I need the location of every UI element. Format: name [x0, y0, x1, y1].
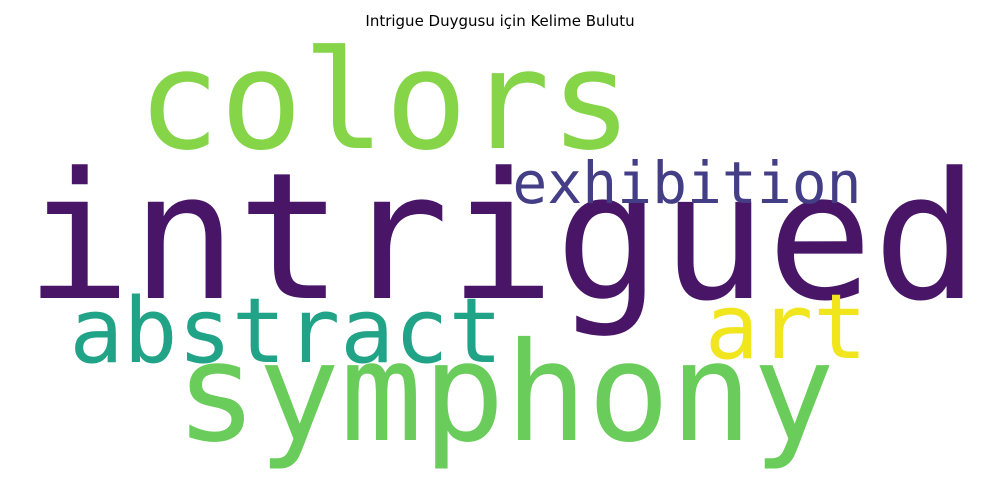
- word-colors: colors: [138, 22, 633, 181]
- word-abstract: abstract: [69, 279, 502, 384]
- word-art: art: [705, 275, 868, 380]
- word-intrigued: intrigued: [25, 135, 979, 340]
- word-symphony: symphony: [175, 314, 835, 473]
- word-exhibition: exhibition: [512, 149, 861, 217]
- page-title: Intrigue Duygusu için Kelime Bulutu: [365, 12, 635, 30]
